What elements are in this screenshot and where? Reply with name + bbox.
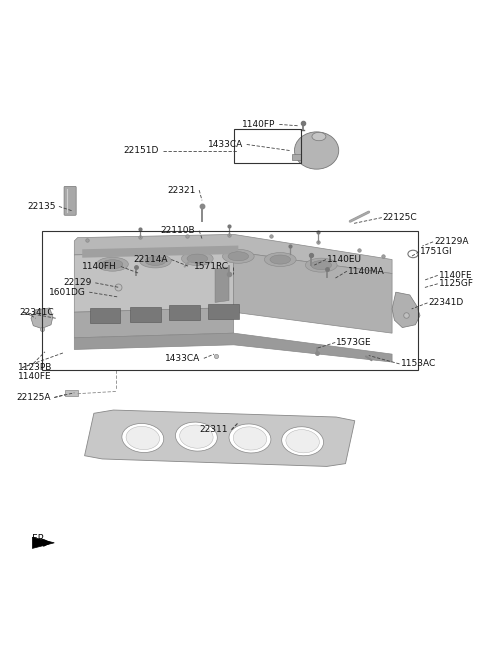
Bar (65, 390, 78, 396)
Ellipse shape (228, 252, 249, 261)
Bar (42, 231, 418, 371)
Ellipse shape (122, 424, 164, 453)
Text: 1751GI: 1751GI (420, 247, 453, 256)
Bar (90, 308, 120, 323)
Text: 22129: 22129 (63, 279, 92, 287)
Text: 22110B: 22110B (161, 226, 195, 235)
Text: 1140FE: 1140FE (18, 371, 52, 380)
Ellipse shape (311, 261, 332, 269)
Polygon shape (74, 252, 234, 312)
Ellipse shape (102, 260, 123, 269)
Text: 1123PB: 1123PB (18, 363, 53, 372)
Polygon shape (392, 292, 420, 328)
Text: 1433CA: 1433CA (208, 140, 243, 149)
Ellipse shape (282, 427, 324, 456)
Ellipse shape (181, 252, 213, 265)
Text: 1140FH: 1140FH (83, 262, 117, 271)
Text: 1601DG: 1601DG (48, 288, 85, 297)
Ellipse shape (312, 132, 326, 141)
Text: 22341C: 22341C (19, 307, 54, 317)
Ellipse shape (294, 132, 339, 169)
Ellipse shape (264, 252, 296, 267)
Ellipse shape (233, 427, 267, 450)
Ellipse shape (270, 255, 290, 264)
Text: 1140FE: 1140FE (439, 271, 472, 280)
Ellipse shape (96, 257, 128, 271)
Ellipse shape (229, 424, 271, 453)
Polygon shape (84, 410, 355, 466)
Text: 1140EU: 1140EU (327, 255, 362, 264)
Text: 22125C: 22125C (383, 213, 418, 222)
Text: 1573GE: 1573GE (336, 338, 372, 347)
Polygon shape (74, 307, 234, 338)
Bar (208, 304, 239, 319)
Text: 22151D: 22151D (124, 146, 159, 155)
Bar (169, 306, 200, 320)
Text: 22311: 22311 (200, 425, 228, 434)
Text: 22114A: 22114A (133, 255, 168, 264)
Polygon shape (31, 308, 53, 328)
Polygon shape (74, 235, 392, 273)
Polygon shape (74, 333, 392, 362)
Text: 1571RC: 1571RC (194, 263, 229, 271)
Bar (234, 129, 301, 163)
Text: 22321: 22321 (167, 186, 195, 194)
Polygon shape (292, 154, 301, 160)
Text: 1433CA: 1433CA (165, 354, 200, 363)
Polygon shape (82, 246, 238, 258)
Text: 22135: 22135 (27, 202, 56, 211)
Ellipse shape (222, 249, 254, 263)
Ellipse shape (305, 258, 337, 272)
Ellipse shape (176, 422, 217, 451)
Text: 1140FP: 1140FP (242, 120, 276, 129)
Ellipse shape (140, 254, 171, 268)
Ellipse shape (180, 425, 213, 448)
Ellipse shape (187, 254, 208, 263)
Text: 22341D: 22341D (429, 298, 464, 307)
Text: 22125A: 22125A (16, 393, 51, 402)
Ellipse shape (126, 426, 159, 449)
Polygon shape (234, 252, 392, 333)
Text: 1140MA: 1140MA (348, 267, 384, 276)
Polygon shape (32, 537, 54, 549)
Text: 1125GF: 1125GF (439, 279, 474, 288)
Ellipse shape (286, 430, 319, 453)
Bar (130, 307, 160, 321)
Text: 22129A: 22129A (434, 237, 468, 246)
FancyBboxPatch shape (64, 187, 76, 215)
Ellipse shape (145, 256, 166, 265)
Text: FR.: FR. (32, 533, 48, 544)
Polygon shape (215, 267, 229, 302)
Text: 1153AC: 1153AC (400, 359, 436, 369)
